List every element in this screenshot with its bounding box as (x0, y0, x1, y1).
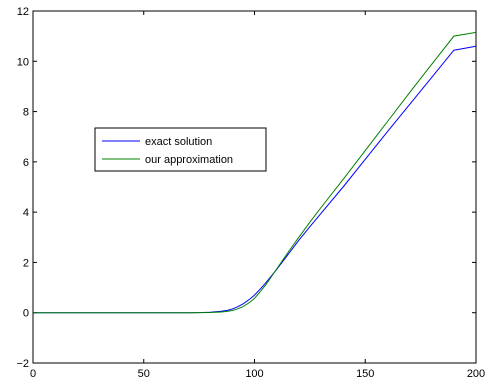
y-tick-label: 2 (23, 257, 29, 269)
y-tick-label: 4 (23, 207, 29, 219)
plot-area (32, 10, 477, 364)
y-tick-label: 8 (23, 107, 29, 119)
y-tick-label: 12 (17, 6, 29, 18)
y-tick-label: −2 (16, 358, 29, 370)
legend-label-0: exact solution (145, 136, 212, 148)
legend: exact solution our approximation (94, 127, 267, 172)
series-line-1 (33, 31, 477, 314)
x-tick-label: 100 (245, 368, 263, 380)
y-tick-label: 6 (23, 157, 29, 169)
x-tick-label: 50 (138, 368, 150, 380)
legend-box (94, 127, 267, 172)
legend-label-1: our approximation (145, 154, 233, 166)
x-tick-label: 200 (467, 368, 485, 380)
series-lines (33, 31, 477, 314)
y-tick-label: 0 (23, 308, 29, 320)
y-tick-label: 10 (17, 56, 29, 68)
x-tick-label: 0 (30, 368, 36, 380)
x-tick-label: 150 (356, 368, 374, 380)
